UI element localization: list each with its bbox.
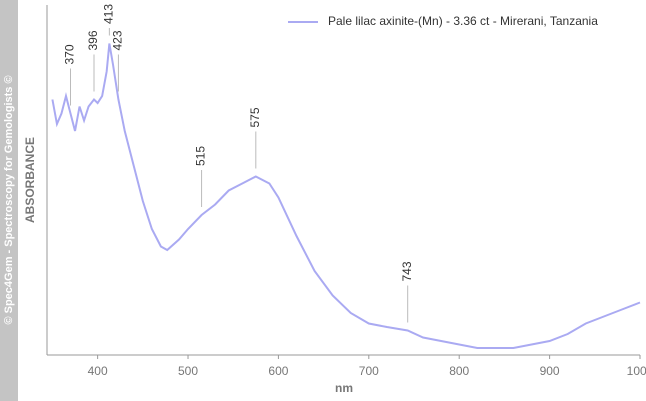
peak-label: 575 [248, 107, 262, 127]
legend-label: Pale lilac axinite-(Mn) - 3.36 ct - Mire… [328, 14, 598, 28]
peak-label: 423 [111, 30, 125, 50]
x-tick-label: 500 [178, 364, 198, 378]
spectrum-line [51, 43, 641, 349]
x-tick-label: 700 [359, 364, 379, 378]
peak-label: 370 [63, 44, 77, 64]
x-tick-label: 1000 [627, 364, 646, 378]
x-tick-label: 600 [268, 364, 288, 378]
peak-label: 396 [86, 30, 100, 50]
peak-label: 413 [102, 4, 116, 24]
peak-label: 515 [194, 146, 208, 166]
x-axis-label: nm [335, 381, 353, 395]
watermark-band [0, 0, 18, 401]
x-tick-label: 400 [88, 364, 108, 378]
watermark: © Spec4Gem - Spectroscopy for Gemologist… [3, 75, 15, 324]
y-axis-label: ABSORBANCE [23, 137, 37, 223]
x-tick-label: 800 [449, 364, 469, 378]
peak-label: 743 [400, 261, 414, 281]
x-tick-label: 900 [540, 364, 560, 378]
